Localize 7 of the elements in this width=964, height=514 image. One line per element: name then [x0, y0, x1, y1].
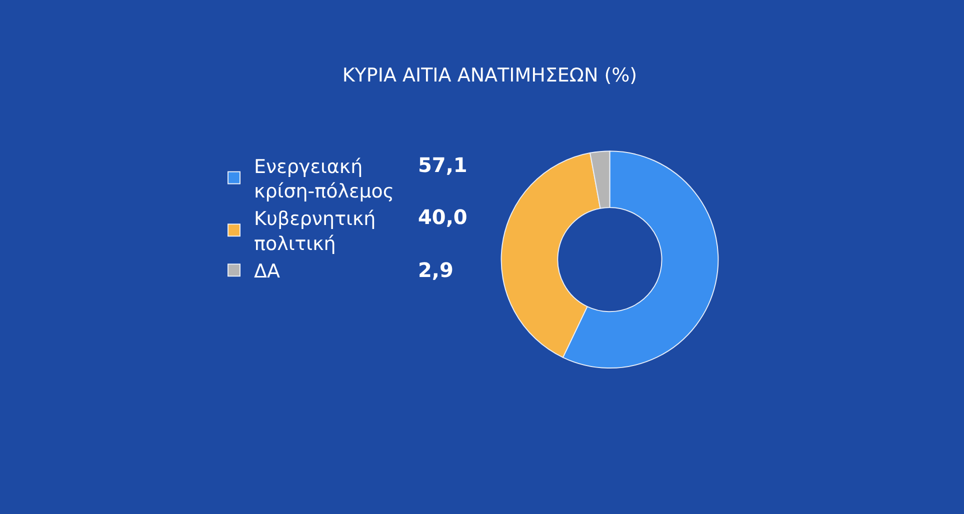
- legend-label: Κυβερνητική πολιτική: [254, 208, 376, 255]
- data-label: 57,1: [418, 153, 468, 177]
- legend-label: Ενεργειακή κρίση-πόλεμος: [254, 156, 394, 202]
- data-label: 2,9: [418, 258, 454, 282]
- data-label: 40,0: [418, 205, 468, 229]
- chart-title: ΚΥΡΙΑ ΑΙΤΙΑ ΑΝΑΤΙΜΗΣΕΩΝ (%): [342, 64, 638, 87]
- legend-label: ΔΑ: [254, 260, 280, 283]
